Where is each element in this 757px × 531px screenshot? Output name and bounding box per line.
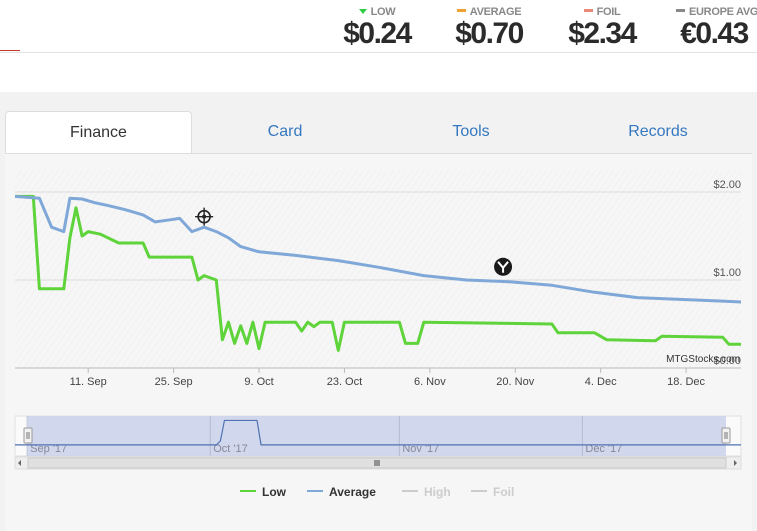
tab-tools[interactable]: Tools xyxy=(452,123,490,140)
plot-area xyxy=(15,170,741,368)
legend-low[interactable]: Low xyxy=(240,485,286,499)
europe-bar-icon xyxy=(676,9,685,12)
navigator-handle-left[interactable] xyxy=(23,427,33,444)
y-tick-label: $2.00 xyxy=(713,179,741,191)
scrollbar-grip-icon xyxy=(374,460,380,466)
x-tick-label: 11. Sep xyxy=(70,376,107,388)
triangle-down-icon xyxy=(358,9,367,14)
chart-legend: Low Average High Foil xyxy=(240,485,540,505)
scroll-left-icon[interactable] xyxy=(18,460,21,466)
x-tick-label: 23. Oct xyxy=(327,376,362,388)
price-europe-label: EUROPE AVG xyxy=(689,6,757,18)
price-low-label: LOW xyxy=(370,6,396,18)
legend-low-swatch xyxy=(240,490,256,492)
price-average-value: $0.70 xyxy=(455,17,524,50)
legend-foil-swatch xyxy=(471,490,487,492)
legend-low-label: Low xyxy=(262,485,286,499)
range-navigator: Sep '17 Oct '17 Nov '17 Dec '17 xyxy=(14,415,742,470)
tab-card[interactable]: Card xyxy=(267,123,303,140)
x-tick-label: 25. Sep xyxy=(155,376,193,388)
series-line-low xyxy=(15,194,741,352)
price-header: LOW $0.24 AVERAGE $0.70 FOIL $2.34 EUROP… xyxy=(0,0,757,52)
price-europe-value: €0.43 xyxy=(680,17,749,50)
price-average: AVERAGE $0.70 xyxy=(455,6,524,50)
x-tick-label: 20. Nov xyxy=(496,376,534,388)
y-tick-label: $0.00 xyxy=(713,355,741,367)
tab-bar: Finance Card Tools Records xyxy=(5,111,752,154)
x-tick-label: 4. Dec xyxy=(585,376,617,388)
price-low: LOW $0.24 xyxy=(343,6,412,50)
legend-high[interactable]: High xyxy=(402,485,451,499)
legend-high-swatch xyxy=(402,490,418,492)
legend-average-swatch xyxy=(307,490,323,492)
series-lines xyxy=(14,194,742,352)
crosshair-marker-icon xyxy=(195,207,214,226)
x-tick-label: 18. Dec xyxy=(667,376,705,388)
navigator-month-label: Oct '17 xyxy=(213,443,248,455)
legend-foil[interactable]: Foil xyxy=(471,485,514,499)
chart-markers xyxy=(195,207,513,276)
x-tick-label: 9. Oct xyxy=(244,376,273,388)
price-europe-avg: EUROPE AVG €0.43 xyxy=(676,6,757,50)
navigator-series: Sep '17 Oct '17 Nov '17 Dec '17 xyxy=(15,416,741,456)
legend-average[interactable]: Average xyxy=(307,485,376,499)
navigator-month-label: Nov '17 xyxy=(402,443,439,455)
price-foil-value: $2.34 xyxy=(568,17,637,50)
navigator-month-label: Dec '17 xyxy=(585,443,622,455)
tab-finance[interactable]: Finance xyxy=(5,111,192,154)
scroll-right-icon[interactable] xyxy=(734,460,737,466)
average-bar-icon xyxy=(456,9,466,12)
axes: $2.00 $1.00 $0.00 11. Sep 25. Sep 9. Oct 23. O… xyxy=(15,179,741,388)
price-foil: FOIL $2.34 xyxy=(568,6,637,50)
navigator-handle-right[interactable] xyxy=(721,427,731,444)
header-divider xyxy=(0,52,757,53)
foil-bar-icon xyxy=(583,9,593,12)
x-tick-label: 6. Nov xyxy=(414,376,446,388)
navigator-selection[interactable] xyxy=(28,416,726,456)
tab-records[interactable]: Records xyxy=(628,123,688,140)
legend-high-label: High xyxy=(424,485,451,499)
navigator-line xyxy=(15,419,741,446)
legend-foil-label: Foil xyxy=(493,485,515,499)
price-foil-label: FOIL xyxy=(596,6,621,18)
price-average-label: AVERAGE xyxy=(469,6,522,18)
accent-line xyxy=(0,50,20,51)
legend-average-label: Average xyxy=(329,485,376,499)
navigator-month-label: Sep '17 xyxy=(30,443,67,455)
set-symbol-marker-icon xyxy=(494,257,513,276)
price-low-value: $0.24 xyxy=(343,17,412,50)
chart-credit: MTGStocks.com xyxy=(666,354,740,365)
series-line-average xyxy=(14,194,742,304)
y-tick-label: $1.00 xyxy=(713,267,741,279)
